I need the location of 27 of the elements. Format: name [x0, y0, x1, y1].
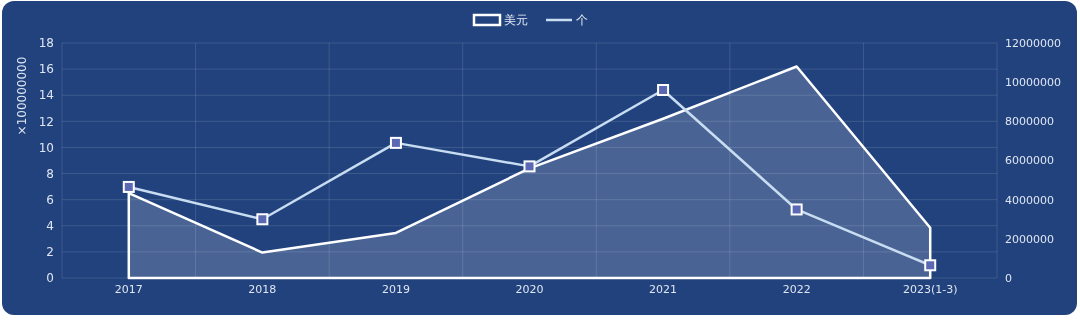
y-tick-label: 4	[46, 218, 54, 233]
x-tick-label: 2022	[782, 283, 811, 296]
legend-label: 美元	[504, 13, 528, 28]
y2-tick-label: 8000000	[1005, 115, 1054, 129]
y2-tick-label: 2000000	[1005, 232, 1054, 246]
y-tick-label: 16	[38, 62, 54, 77]
x-tick-label: 2021	[649, 283, 678, 296]
y2-tick-label: 4000000	[1005, 193, 1054, 207]
y-tick-label: 10	[38, 140, 54, 155]
y-tick-label: 2	[46, 245, 54, 260]
x-tick-label: 2023(1-3)	[902, 283, 958, 296]
y-tick-label: 12	[38, 114, 54, 129]
legend-label: 个	[576, 13, 588, 28]
y-tick-label: 8	[46, 166, 54, 181]
y-tick-label: 0	[46, 271, 54, 286]
y-tick-label: 14	[38, 88, 54, 103]
y-axis-title: ×100000000	[15, 56, 29, 136]
x-tick-label: 2020	[515, 283, 544, 296]
y2-tick-label: 12000000	[1005, 36, 1061, 50]
y2-tick-label: 6000000	[1005, 154, 1054, 168]
x-tick-label: 2018	[248, 283, 277, 296]
y-tick-label: 6	[46, 192, 54, 207]
y2-tick-label: 0	[1005, 271, 1012, 285]
x-tick-label: 2019	[381, 283, 410, 296]
y-tick-label: 18	[38, 36, 54, 51]
x-tick-label: 2017	[114, 283, 143, 296]
y2-tick-label: 10000000	[1005, 76, 1061, 90]
